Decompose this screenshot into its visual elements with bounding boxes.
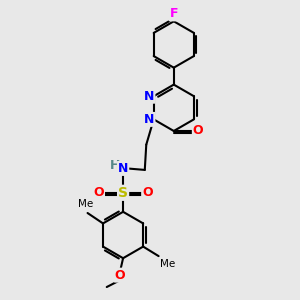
Text: S: S xyxy=(118,186,128,200)
Text: N: N xyxy=(144,113,154,126)
Text: Me: Me xyxy=(78,200,94,209)
Text: O: O xyxy=(142,186,153,199)
Text: O: O xyxy=(93,186,104,199)
Text: O: O xyxy=(193,124,203,137)
Text: N: N xyxy=(144,90,154,103)
Text: O: O xyxy=(115,268,125,282)
Text: H: H xyxy=(110,159,120,172)
Text: N: N xyxy=(118,162,128,175)
Text: F: F xyxy=(169,8,178,20)
Text: Me: Me xyxy=(160,259,176,269)
